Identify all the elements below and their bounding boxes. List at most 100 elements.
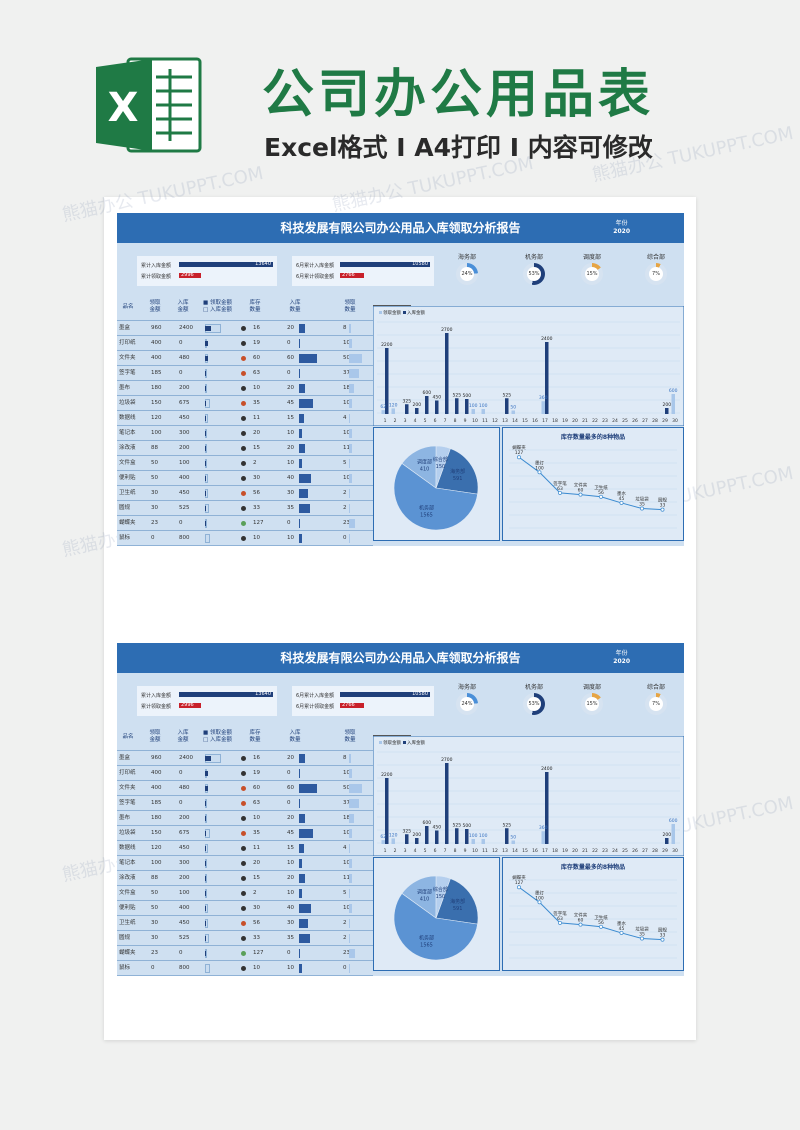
in-qty-cell: 35 xyxy=(287,935,294,941)
bar-in-amount xyxy=(405,404,409,414)
in-qty-cell: 60 xyxy=(287,785,294,791)
x-tick-label: 5 xyxy=(424,418,427,424)
x-tick-label: 18 xyxy=(552,848,558,854)
in-qty-cell: 0 xyxy=(287,770,291,776)
get-amount-cell: 960 xyxy=(151,755,162,761)
line-point xyxy=(619,930,624,935)
in-qty-cell: 10 xyxy=(287,860,294,866)
in-amount-cell: 400 xyxy=(179,475,190,481)
line-category-label: 墨灯 xyxy=(535,459,544,466)
get-qty-cell: 18 xyxy=(343,385,350,391)
line-category-label: 圆规 xyxy=(658,497,667,504)
get-amount-cell: 30 xyxy=(151,920,158,926)
get-qty-cell: 2 xyxy=(343,505,347,511)
in-qty-bar xyxy=(299,324,305,333)
table-row: 签字笔 185 0 63 0 37 xyxy=(117,795,373,811)
table-row: 鼠标 0 800 10 10 0 xyxy=(117,530,373,546)
legend-label: 入库金额 xyxy=(407,739,425,746)
summary-value: 2996 xyxy=(179,703,201,708)
in-amount-cell: 2400 xyxy=(179,325,193,331)
in-amount-cell: 450 xyxy=(179,415,190,421)
item-name-cell: 涂改液 xyxy=(119,875,136,881)
item-name-cell: 文件夹 xyxy=(119,785,136,791)
x-tick-label: 27 xyxy=(642,848,648,854)
bar-data-label: 50 xyxy=(510,405,516,411)
in-amount-cell: 0 xyxy=(179,950,183,956)
in-qty-bar xyxy=(299,889,302,898)
bar-get-amount xyxy=(381,410,385,414)
in-amount-cell: 480 xyxy=(179,785,190,791)
pie-label: 调度部 xyxy=(417,889,432,896)
get-qty-bar xyxy=(349,429,352,438)
get-amount-cell: 50 xyxy=(151,905,158,911)
line-series xyxy=(518,886,663,941)
line-point xyxy=(537,900,542,905)
stock-status-icon xyxy=(241,891,246,896)
in-qty-bar xyxy=(299,814,305,823)
stock-status-icon xyxy=(241,936,246,941)
stock-cell: 20 xyxy=(253,430,260,436)
x-tick-label: 20 xyxy=(572,418,578,424)
get-qty-cell: 10 xyxy=(343,430,350,436)
bar-in-amount xyxy=(435,830,439,844)
stock-status-icon xyxy=(241,816,246,821)
bar-data-label: 200 xyxy=(413,832,422,838)
in-amount-cell: 0 xyxy=(179,770,183,776)
in-qty-cell: 0 xyxy=(287,340,291,346)
item-name-cell: 数据线 xyxy=(119,845,136,851)
in-qty-cell: 35 xyxy=(287,505,294,511)
bar-data-label: 525 xyxy=(453,392,462,398)
bar-in-amount xyxy=(445,763,449,844)
item-name-cell: 打印纸 xyxy=(119,340,136,346)
in-amount-cell: 800 xyxy=(179,965,190,971)
bar-data-label: 2700 xyxy=(441,327,453,333)
line-point xyxy=(640,936,644,941)
col-header-stock: 库存 数量 xyxy=(249,300,261,313)
pie-value-label: 150 xyxy=(436,894,446,900)
get-qty-bar xyxy=(349,934,350,943)
bar-get-amount xyxy=(511,840,515,844)
get-amount-bar xyxy=(205,786,208,791)
stock-cell: 16 xyxy=(253,755,260,761)
col-header-name: 品名 xyxy=(122,734,134,740)
item-name-cell: 垃圾袋 xyxy=(119,830,136,836)
bar-data-label: 325 xyxy=(403,828,412,834)
legend-swatch xyxy=(403,311,406,314)
bar-in-amount xyxy=(415,408,419,414)
get-qty-cell: 37 xyxy=(343,800,350,806)
line-category-label: 蝴蝶夹 xyxy=(512,874,526,881)
in-qty-cell: 20 xyxy=(287,815,294,821)
summary-total-box: 累计入库金额 13640 累计领取金额 2996 xyxy=(137,686,277,716)
get-qty-cell: 10 xyxy=(343,400,350,406)
get-qty-cell: 10 xyxy=(343,860,350,866)
get-qty-cell: 10 xyxy=(343,830,350,836)
x-tick-label: 6 xyxy=(434,418,437,424)
table-row: 墨布 180 200 10 20 18 xyxy=(117,810,373,826)
table-row: 圆规 30 525 33 35 2 xyxy=(117,500,373,516)
get-amount-bar xyxy=(205,756,211,761)
in-amount-cell: 525 xyxy=(179,935,190,941)
in-amount-cell: 675 xyxy=(179,830,190,836)
line-value-label: 35 xyxy=(639,502,645,508)
table-row: 卫生纸 30 450 56 30 2 xyxy=(117,485,373,501)
stock-status-icon xyxy=(241,536,246,541)
pie-value-label: 150 xyxy=(436,464,446,470)
bar-data-label: 600 xyxy=(669,818,678,824)
in-qty-cell: 10 xyxy=(287,535,294,541)
in-qty-bar xyxy=(299,384,305,393)
page-title: 公司办公用品表 xyxy=(262,65,655,125)
bar-data-label: 2200 xyxy=(381,772,393,778)
x-tick-label: 23 xyxy=(602,848,608,854)
x-tick-label: 19 xyxy=(562,418,568,424)
table-row: 涂改液 88 200 15 20 11 xyxy=(117,440,373,456)
in-qty-bar xyxy=(299,519,300,528)
item-name-cell: 墨盒 xyxy=(119,755,131,761)
legend-label: 入库金额 xyxy=(407,309,425,316)
pie-value-label: 410 xyxy=(420,897,430,903)
in-qty-cell: 15 xyxy=(287,415,294,421)
x-tick-label: 9 xyxy=(464,418,467,424)
line-value-label: 45 xyxy=(619,926,625,932)
get-qty-bar xyxy=(349,444,352,453)
bar-data-label: 2700 xyxy=(441,757,453,763)
in-qty-cell: 15 xyxy=(287,845,294,851)
